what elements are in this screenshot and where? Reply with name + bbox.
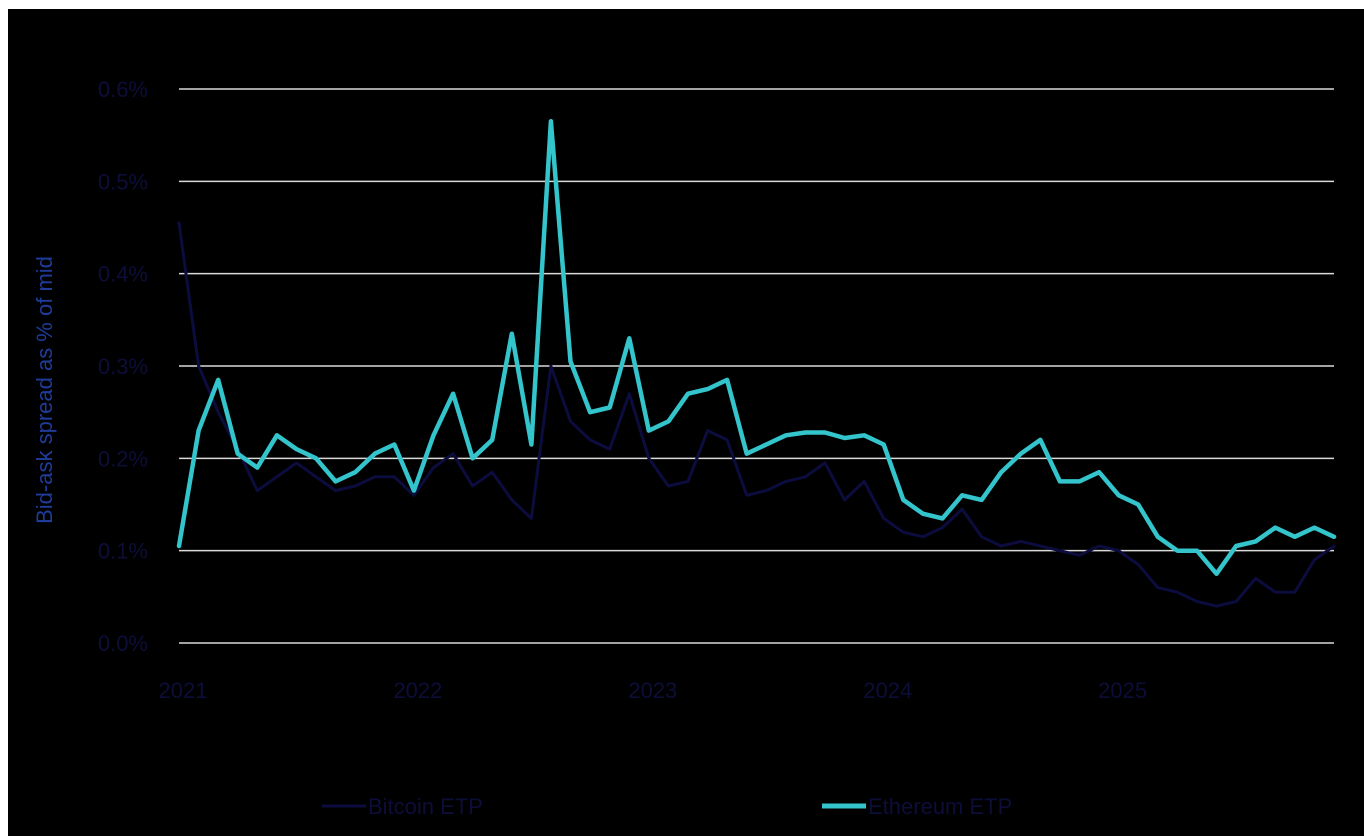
x-tick-label: 2022: [393, 678, 442, 703]
y-axis-ticks: 0.0% 0.1% 0.2% 0.3% 0.4% 0.5% 0.6%: [98, 77, 148, 656]
y-tick-label: 0.3%: [98, 354, 148, 379]
y-tick-label: 0.2%: [98, 446, 148, 471]
y-tick-label: 0.5%: [98, 169, 148, 194]
y-tick-label: 0.6%: [98, 77, 148, 102]
x-tick-label: 2021: [159, 678, 208, 703]
y-tick-label: 0.1%: [98, 539, 148, 564]
x-axis-ticks: 2021 2022 2023 2024 2025: [159, 678, 1148, 703]
y-tick-label: 0.4%: [98, 262, 148, 287]
series-line-0: [179, 223, 1334, 606]
series-line-1: [179, 121, 1334, 574]
x-tick-label: 2024: [863, 678, 912, 703]
series-lines: [179, 121, 1334, 606]
y-tick-label: 0.0%: [98, 631, 148, 656]
legend-label: Bitcoin ETP: [368, 794, 483, 819]
legend: Bitcoin ETP Ethereum ETP: [322, 794, 1012, 819]
legend-label: Ethereum ETP: [868, 794, 1012, 819]
y-axis-label: Bid-ask spread as % of mid: [32, 256, 57, 524]
x-tick-label: 2023: [628, 678, 677, 703]
x-tick-label: 2025: [1098, 678, 1147, 703]
gridlines: [179, 89, 1334, 643]
